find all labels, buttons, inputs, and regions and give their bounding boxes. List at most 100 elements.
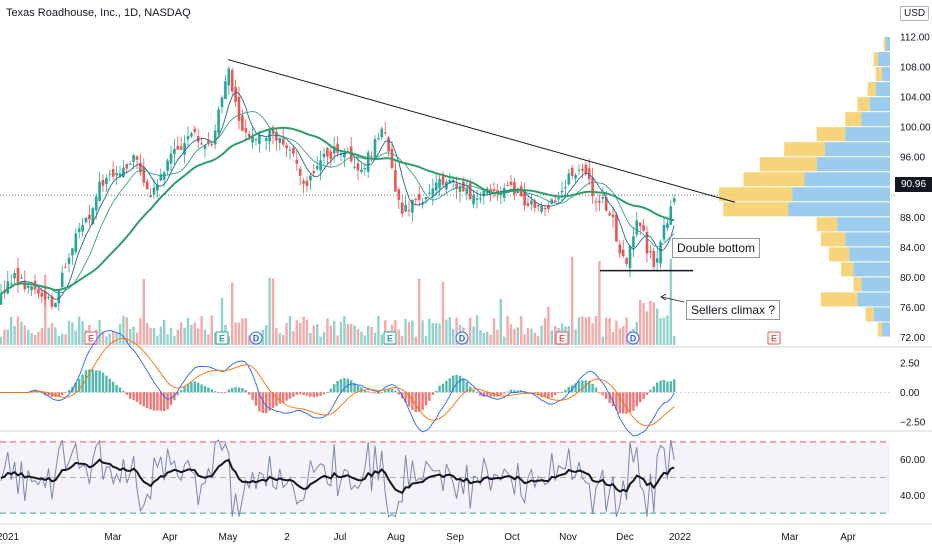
profile-bar-up — [849, 247, 890, 262]
volume-bar — [577, 317, 581, 345]
dividend-marker-label: D — [253, 334, 260, 344]
macd-histogram-bar — [591, 383, 594, 393]
macd-histogram-bar — [84, 370, 88, 393]
candle-body — [621, 249, 625, 257]
volume-bar — [125, 317, 128, 345]
candle-body — [642, 225, 645, 231]
earnings-marker-label: E — [559, 334, 565, 344]
candle-body — [13, 273, 16, 279]
macd-histogram-bar — [190, 382, 193, 393]
volume-bar — [472, 326, 475, 345]
candle-body — [9, 283, 13, 285]
candle-body — [210, 144, 214, 146]
earnings-marker-label: E — [219, 334, 225, 344]
volume-bar — [499, 298, 502, 345]
candle-body — [183, 143, 186, 155]
volume-bar — [380, 334, 383, 345]
volume-bar — [33, 334, 37, 345]
candle-body — [281, 138, 285, 145]
volume-bar — [452, 328, 455, 345]
volume-bar — [6, 329, 9, 345]
volume-bar — [275, 327, 278, 345]
volume-bar — [200, 316, 203, 345]
macd-histogram-bar — [333, 384, 336, 393]
macd-histogram-bar — [329, 388, 332, 393]
candle-body — [574, 175, 577, 179]
macd-histogram-bar — [642, 392, 645, 400]
volume-bar — [244, 318, 247, 345]
volume-bar — [316, 324, 319, 345]
macd-histogram-bar — [397, 392, 400, 395]
macd-histogram-bar — [499, 392, 502, 395]
time-tick-label: Apr — [840, 532, 856, 543]
macd-histogram-bar — [659, 380, 662, 393]
volume-bar — [639, 299, 642, 345]
candle-body — [417, 194, 421, 201]
macd-histogram-bar — [384, 390, 387, 393]
volume-bar — [71, 322, 74, 345]
candle-body — [666, 223, 669, 229]
macd-histogram-bar — [237, 387, 241, 393]
macd-histogram-bar — [380, 392, 383, 393]
macd-histogram-bar — [594, 387, 598, 393]
profile-bar-up — [853, 262, 890, 277]
candle-body — [465, 187, 469, 194]
candle-body — [207, 139, 210, 144]
volume-bar — [523, 334, 526, 345]
volume-bar — [605, 317, 608, 345]
volume-bar — [438, 323, 441, 345]
volume-bar — [662, 317, 666, 345]
time-tick-label: Apr — [162, 532, 178, 543]
candle-body — [111, 169, 115, 177]
annotation-arrowhead — [660, 293, 667, 301]
candle-body — [608, 213, 611, 216]
time-tick-label: Aug — [387, 532, 405, 543]
macd-histogram-bar — [176, 392, 179, 396]
macd-histogram-bar — [316, 392, 319, 397]
profile-bar-down — [784, 142, 825, 157]
macd-histogram-bar — [50, 392, 54, 398]
candle-body — [230, 70, 234, 92]
volume-bar — [186, 317, 190, 345]
volume-bar — [302, 316, 305, 345]
candle-body — [285, 145, 288, 149]
volume-bar — [431, 322, 434, 345]
candle-body — [227, 68, 231, 86]
volume-bar — [309, 332, 312, 345]
macd-histogram-bar — [625, 392, 628, 414]
profile-bar-down — [816, 217, 838, 232]
volume-bar — [673, 335, 676, 345]
candle-body — [332, 146, 336, 154]
macd-histogram-bar — [632, 392, 635, 411]
profile-bar-up — [816, 157, 890, 172]
candle-body — [88, 214, 91, 220]
macd-histogram-bar — [513, 390, 516, 393]
chart-title: Texas Roadhouse, Inc., 1D, NASDAQ — [6, 7, 191, 19]
candle-body — [570, 167, 574, 176]
candle-body — [523, 190, 526, 206]
volume-bar — [645, 311, 649, 345]
volume-bar — [424, 336, 428, 345]
macd-histogram-bar — [268, 392, 271, 411]
macd-histogram-bar — [285, 392, 288, 401]
macd-histogram-bar — [649, 389, 652, 393]
profile-bar-down — [820, 232, 846, 247]
macd-histogram-bar — [618, 392, 621, 414]
currency-button[interactable]: USD — [900, 6, 930, 21]
macd-histogram-bar — [295, 392, 298, 395]
candle-body — [655, 258, 659, 263]
candle-body — [288, 149, 292, 151]
candle-body — [482, 190, 486, 197]
profile-bar-down — [841, 262, 854, 277]
macd-histogram-bar — [462, 378, 465, 393]
macd-histogram-bar — [220, 392, 224, 394]
volume-bar — [574, 329, 577, 345]
volume-bar — [567, 326, 570, 345]
candle-body — [547, 204, 550, 209]
profile-bar-up — [845, 127, 890, 142]
profile-bar-up — [845, 232, 890, 247]
macd-histogram-bar — [639, 392, 642, 403]
candle-body — [193, 128, 197, 132]
trendline — [227, 59, 736, 203]
